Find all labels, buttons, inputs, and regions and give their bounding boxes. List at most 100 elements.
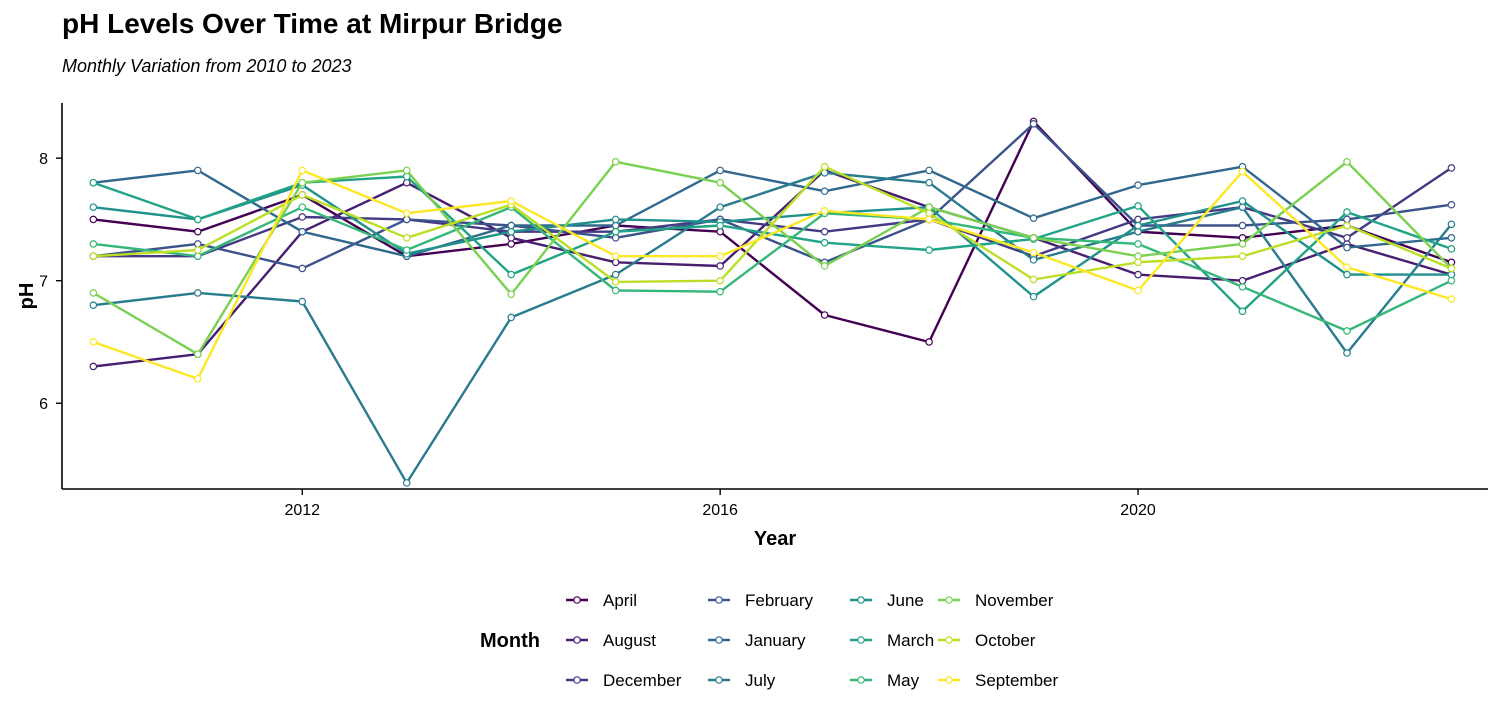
y-axis-title: pH [16, 283, 38, 310]
legend-item-june: June [850, 591, 924, 610]
point-july-2010 [89, 301, 98, 309]
legend-label-november: November [975, 591, 1054, 610]
point-october-2019 [1029, 275, 1038, 284]
legend-item-january: January [708, 631, 806, 650]
point-november-2012 [298, 178, 307, 187]
point-november-2014 [507, 290, 516, 298]
point-july-2016 [716, 203, 724, 211]
point-august-2016 [716, 262, 724, 270]
point-january-2022 [1343, 243, 1351, 252]
series-september [89, 166, 1456, 383]
series-july [89, 169, 1456, 487]
series-line-january [93, 165, 1452, 258]
legend-key-point [945, 596, 953, 604]
point-november-2011 [194, 350, 202, 359]
point-november-2019 [1029, 233, 1038, 242]
point-july-2013 [402, 479, 411, 487]
point-august-2014 [507, 233, 516, 242]
point-september-2011 [194, 374, 202, 383]
point-october-2023 [1447, 264, 1456, 273]
point-august-2015 [611, 258, 620, 267]
point-july-2021 [1238, 203, 1247, 211]
point-october-2011 [194, 246, 202, 254]
legend-key-point [945, 676, 953, 684]
y-tick-label-7: 7 [39, 274, 48, 291]
point-june-2010 [89, 203, 98, 211]
point-march-2023 [1447, 245, 1456, 253]
point-november-2017 [820, 262, 829, 270]
legend-label-may: May [887, 671, 920, 690]
legend: Month April August December February January… [480, 591, 1058, 690]
point-october-2018 [925, 209, 933, 218]
point-july-2012 [298, 297, 307, 306]
point-december-2017 [820, 227, 829, 236]
point-february-2015 [611, 233, 620, 242]
legend-label-october: October [975, 631, 1036, 650]
legend-label-july: July [745, 671, 776, 690]
legend-item-september: September [938, 671, 1058, 690]
point-june-2021 [1238, 197, 1247, 205]
point-october-2020 [1134, 258, 1142, 267]
legend-key-point [857, 676, 865, 684]
series-april [89, 117, 1456, 346]
series-line-september [92, 169, 1452, 380]
point-december-2012 [298, 213, 307, 221]
point-july-2015 [611, 270, 620, 279]
legend-label-june: June [887, 591, 924, 610]
point-may-2021 [1238, 283, 1247, 291]
legend-label-april: April [603, 591, 637, 610]
point-november-2016 [716, 178, 724, 187]
point-april-2021 [1238, 233, 1247, 242]
legend-item-december: December [566, 671, 682, 690]
point-august-2021 [1238, 276, 1247, 285]
point-october-2012 [298, 191, 307, 199]
legend-title: Month [480, 630, 540, 652]
point-january-2014 [507, 221, 516, 230]
point-january-2020 [1134, 181, 1142, 189]
legend-item-october: October [938, 631, 1036, 650]
point-may-2020 [1134, 240, 1142, 248]
point-february-2021 [1238, 221, 1247, 230]
point-september-2010 [89, 338, 98, 346]
point-october-2017 [820, 162, 829, 171]
point-november-2013 [402, 166, 411, 175]
point-july-2011 [194, 289, 202, 297]
legend-key-point [715, 636, 723, 644]
point-april-2010 [89, 215, 98, 224]
point-august-2020 [1134, 270, 1142, 279]
point-march-2010 [89, 178, 98, 187]
point-march-2021 [1238, 307, 1247, 316]
x-axis-title: Year [754, 528, 796, 550]
point-february-2013 [402, 215, 411, 224]
legend-item-april: April [566, 591, 637, 610]
point-march-2022 [1343, 208, 1351, 216]
point-november-2010 [89, 289, 98, 297]
point-july-2014 [507, 313, 516, 322]
x-tick-label-2016: 2016 [702, 502, 738, 519]
legend-key-point [715, 596, 723, 604]
point-november-2022 [1343, 158, 1351, 166]
series-line-october [93, 165, 1452, 284]
legend-item-august: August [566, 631, 656, 650]
point-november-2020 [1134, 252, 1142, 260]
point-june-2020 [1134, 221, 1142, 230]
legend-label-december: December [603, 671, 682, 690]
legend-key-point [857, 596, 865, 604]
point-april-2018 [925, 338, 933, 346]
x-tick-label-2020: 2020 [1120, 502, 1156, 519]
point-october-2022 [1343, 221, 1351, 230]
point-december-2023 [1447, 164, 1456, 172]
point-july-2018 [925, 178, 933, 187]
point-november-2021 [1238, 240, 1247, 248]
point-june-2019 [1029, 292, 1038, 301]
point-september-2017 [820, 207, 829, 215]
point-july-2020 [1134, 227, 1142, 236]
legend-item-july: July [708, 671, 776, 690]
series-line-may [93, 205, 1452, 333]
point-march-2014 [507, 270, 516, 279]
legend-key-point [945, 636, 953, 644]
legend-label-march: March [887, 631, 934, 650]
legend-key-point [573, 676, 581, 684]
point-may-2012 [298, 203, 307, 211]
